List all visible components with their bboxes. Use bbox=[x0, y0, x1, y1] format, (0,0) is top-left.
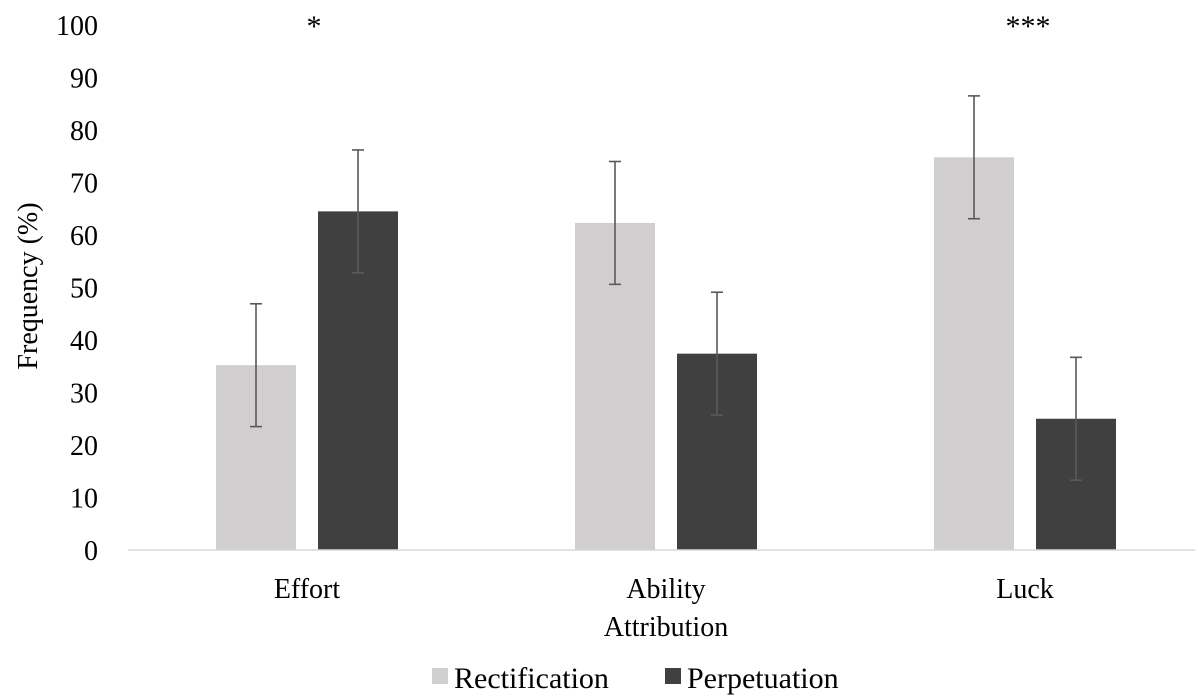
x-axis-ticks: Effort Ability Luck Attribution bbox=[274, 574, 1054, 643]
y-tick-label: 70 bbox=[70, 169, 98, 200]
legend-label: Perpetuation bbox=[687, 662, 839, 695]
x-tick-label-effort: Effort bbox=[274, 574, 341, 605]
legend-label: Rectification bbox=[454, 662, 609, 695]
significance-annotations: * *** bbox=[307, 10, 1051, 43]
y-tick-label: 90 bbox=[70, 64, 98, 95]
y-tick-label: 40 bbox=[70, 326, 98, 357]
error-bars-group bbox=[250, 95, 1082, 481]
x-tick-label-ability: Ability bbox=[626, 574, 705, 605]
bar-rectification-luck bbox=[934, 157, 1014, 551]
y-tick-label: 60 bbox=[70, 221, 98, 252]
y-tick-label: 10 bbox=[70, 484, 98, 515]
legend-item-rectification: Rectification bbox=[432, 662, 609, 695]
legend-swatch bbox=[432, 668, 448, 684]
legend-item-perpetuation: Perpetuation bbox=[665, 662, 839, 695]
y-axis-ticks: 0 10 20 30 40 50 60 70 80 90 100 bbox=[56, 11, 98, 567]
significance-label: * bbox=[307, 10, 322, 43]
y-tick-label: 80 bbox=[70, 116, 98, 147]
y-axis-title: Frequency (%) bbox=[13, 202, 44, 369]
significance-label: *** bbox=[1006, 10, 1051, 43]
legend: Rectification Perpetuation bbox=[432, 662, 839, 695]
y-tick-label: 30 bbox=[70, 379, 98, 410]
y-tick-label: 100 bbox=[56, 11, 98, 42]
y-tick-label: 50 bbox=[70, 274, 98, 305]
x-tick-label-luck: Luck bbox=[996, 574, 1054, 605]
y-tick-label: 0 bbox=[84, 536, 98, 567]
y-tick-label: 20 bbox=[70, 431, 98, 462]
legend-swatch bbox=[665, 668, 681, 684]
x-axis-title: Attribution bbox=[604, 612, 728, 643]
bars-group bbox=[216, 157, 1116, 551]
